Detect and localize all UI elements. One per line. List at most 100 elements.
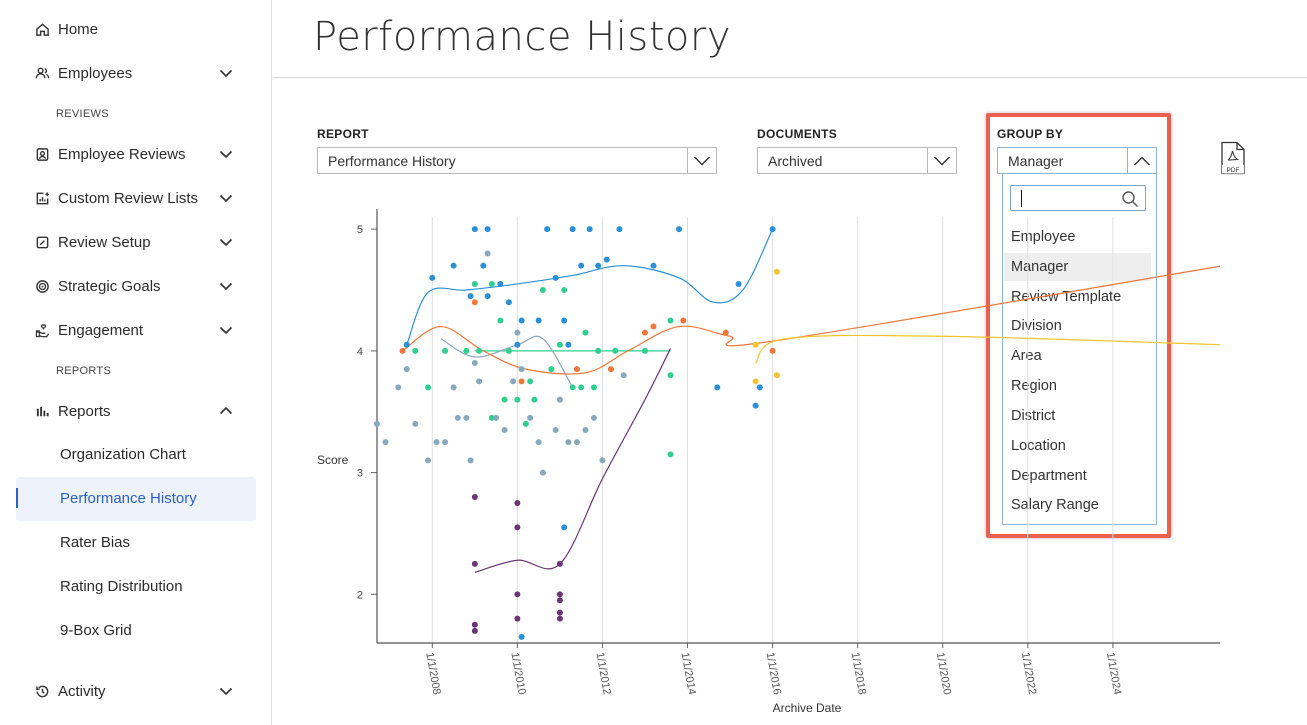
data-point	[463, 414, 470, 421]
data-point	[680, 317, 687, 324]
data-point	[650, 262, 657, 269]
sidebar-item-label: Engagement	[58, 321, 144, 339]
badge-icon	[34, 146, 50, 162]
sidebar-subitem-organization-chart[interactable]: Organization Chart	[60, 446, 186, 463]
y-tick-label: 2	[357, 589, 363, 601]
data-point	[467, 457, 474, 464]
data-point	[467, 293, 474, 300]
data-point	[552, 427, 559, 433]
report-select[interactable]: Performance History	[317, 147, 717, 174]
users-icon	[34, 65, 50, 81]
data-point	[535, 439, 542, 446]
option-review-template[interactable]: Review Template	[1011, 289, 1122, 305]
report-select-toggle[interactable]	[687, 148, 716, 173]
data-point	[531, 396, 538, 403]
option-region[interactable]: Region	[1011, 378, 1057, 394]
sidebar-item-employee-reviews[interactable]: Employee Reviews	[34, 142, 234, 166]
sidebar-item-home[interactable]: Home	[34, 17, 234, 41]
title-divider	[273, 77, 1307, 78]
data-point	[497, 280, 504, 287]
active-item-indicator	[16, 488, 18, 508]
sidebar-item-label: Activity	[58, 682, 106, 700]
data-point	[514, 615, 521, 622]
pdf-export-button[interactable]: PDF	[1219, 141, 1247, 175]
trend-line	[406, 228, 774, 346]
data-point	[556, 591, 563, 598]
group-by-search-input[interactable]	[1010, 185, 1146, 211]
sidebar-item-strategic-goals[interactable]: Strategic Goals	[34, 274, 234, 298]
option-area[interactable]: Area	[1011, 348, 1042, 364]
chevron-down-icon[interactable]	[218, 65, 234, 81]
chevron-down-icon[interactable]	[218, 322, 234, 338]
sidebar-item-custom-review-lists[interactable]: Custom Review Lists	[34, 186, 234, 210]
data-point	[561, 287, 568, 294]
chevron-down-icon	[934, 156, 950, 165]
data-point	[518, 633, 525, 640]
data-point	[565, 439, 572, 446]
data-point	[505, 299, 512, 306]
y-axis-label: Score	[317, 453, 349, 467]
data-point	[471, 360, 478, 367]
sidebar-item-reports[interactable]: Reports	[34, 399, 234, 423]
data-point	[561, 524, 568, 531]
documents-select[interactable]: Archived	[757, 147, 957, 174]
chevron-down-icon[interactable]	[218, 278, 234, 294]
data-point	[433, 439, 440, 446]
data-point	[561, 317, 568, 324]
option-employee[interactable]: Employee	[1011, 229, 1076, 245]
report-label: REPORT	[317, 127, 369, 141]
group-by-select-toggle[interactable]	[1127, 148, 1156, 173]
sidebar-item-employees[interactable]: Employees	[34, 61, 234, 85]
x-tick-label: 1/1/2010	[508, 651, 527, 695]
data-point	[573, 366, 580, 373]
option-location[interactable]: Location	[1011, 438, 1066, 454]
data-point	[590, 384, 597, 391]
data-point	[412, 347, 419, 354]
data-point	[641, 329, 648, 336]
data-point	[769, 347, 776, 354]
search-icon	[1122, 191, 1138, 207]
option-department[interactable]: Department	[1011, 468, 1087, 484]
data-point	[578, 384, 585, 391]
sidebar-subitem-rater-bias[interactable]: Rater Bias	[60, 534, 131, 551]
sidebar-item-engagement[interactable]: Engagement	[34, 318, 234, 342]
chevron-down-icon[interactable]	[218, 683, 234, 699]
data-point	[556, 609, 563, 616]
trend-line	[440, 335, 574, 388]
sidebar-subitem-rating-distribution[interactable]: Rating Distribution	[60, 578, 183, 595]
data-point	[501, 427, 508, 433]
chevron-down-icon[interactable]	[218, 234, 234, 250]
data-point	[463, 347, 470, 354]
data-point	[573, 439, 580, 446]
data-point	[569, 226, 576, 233]
data-point	[514, 524, 521, 531]
chevron-up-icon[interactable]	[218, 403, 234, 419]
data-point	[514, 329, 521, 336]
data-point	[501, 396, 508, 403]
option-salary-range[interactable]: Salary Range	[1011, 497, 1099, 513]
option-manager[interactable]: Manager	[1004, 253, 1151, 281]
chevron-down-icon[interactable]	[218, 146, 234, 162]
chevron-down-icon[interactable]	[218, 190, 234, 206]
data-point	[471, 493, 478, 500]
data-point	[752, 402, 759, 409]
trend-line	[402, 265, 1220, 375]
data-point	[514, 591, 521, 598]
sidebar-item-activity[interactable]: Activity	[34, 679, 234, 703]
x-axis-label: Archive Date	[773, 701, 842, 715]
option-district[interactable]: District	[1011, 408, 1056, 424]
data-point	[620, 372, 627, 379]
data-point	[403, 366, 410, 373]
data-point	[603, 256, 610, 263]
data-point	[535, 317, 542, 324]
documents-select-toggle[interactable]	[927, 148, 956, 173]
sidebar-subitem-performance-history[interactable]: Performance History	[60, 490, 197, 507]
option-division[interactable]: Division	[1011, 318, 1062, 334]
data-point	[556, 560, 563, 567]
sidebar-subitem-9-box-grid[interactable]: 9-Box Grid	[60, 622, 132, 639]
y-tick-label: 5	[357, 224, 363, 236]
sidebar-item-review-setup[interactable]: Review Setup	[34, 230, 234, 254]
chevron-up-icon	[1134, 156, 1150, 165]
data-point	[484, 250, 491, 257]
sidebar: Home Employees REVIEWS Employee Reviews …	[0, 0, 272, 725]
